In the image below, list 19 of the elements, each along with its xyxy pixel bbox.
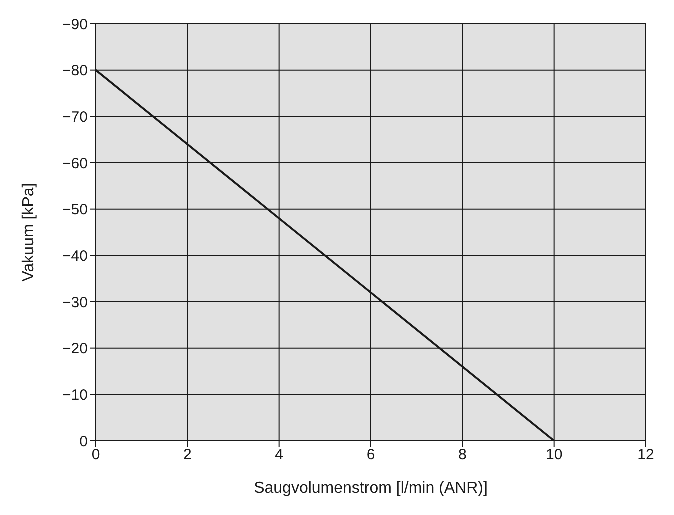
x-tick-label: 6	[366, 446, 376, 464]
y-tick-label: −70	[62, 108, 88, 126]
x-tick-label: 10	[546, 446, 563, 464]
x-tick-label: 4	[275, 446, 284, 464]
x-tick-label: 8	[458, 446, 467, 464]
y-tick-label: −40	[62, 248, 88, 265]
x-axis-title: Saugvolumenstrom [l/min (ANR)]	[254, 480, 488, 497]
y-tick-label: −30	[62, 294, 88, 312]
y-tick-label: −90	[62, 16, 88, 34]
y-tick-label: −20	[62, 340, 88, 358]
y-tick-label: −80	[62, 62, 88, 80]
y-tick-label: 0	[80, 433, 88, 450]
y-tick-label: −50	[62, 202, 88, 219]
x-tick-label: 0	[92, 446, 100, 464]
y-tick-label: −10	[62, 386, 88, 404]
x-tick-label: 2	[183, 446, 192, 464]
y-tick-label: −60	[62, 155, 88, 172]
y-axis-title: Vakuum [kPa]	[20, 183, 38, 282]
x-tick-label: 12	[638, 446, 654, 464]
